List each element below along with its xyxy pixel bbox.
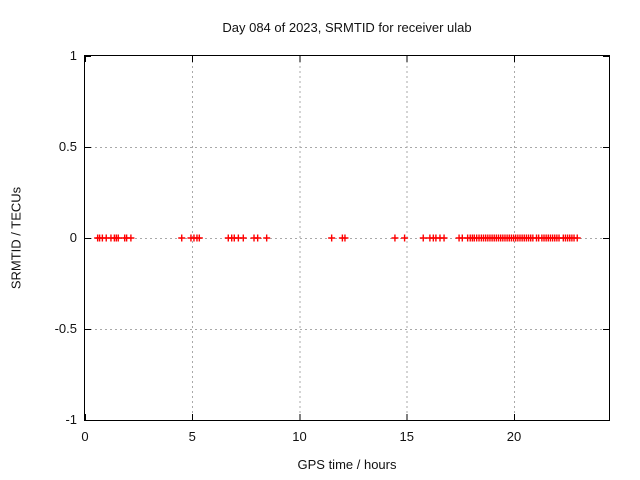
plot-area — [84, 55, 610, 421]
data-marker — [419, 234, 427, 242]
data-marker — [127, 234, 135, 242]
x-tick-label: 10 — [292, 429, 307, 444]
plot-canvas — [85, 56, 609, 420]
chart-title: Day 084 of 2023, SRMTID for receiver ula… — [222, 20, 472, 35]
y-axis-label: SRMTID / TECUs — [8, 186, 24, 290]
y-tick-label: 1 — [69, 48, 77, 63]
data-marker — [328, 234, 336, 242]
data-marker — [401, 234, 409, 242]
x-tick-label: 20 — [506, 429, 522, 444]
data-marker — [254, 234, 262, 242]
y-tick-label: 0 — [69, 230, 77, 245]
data-marker — [263, 234, 271, 242]
y-tick-label: -1 — [65, 412, 77, 427]
y-tick-label: -0.5 — [54, 321, 77, 336]
data-marker — [178, 234, 186, 242]
data-marker — [440, 234, 448, 242]
data-marker — [573, 234, 581, 242]
data-marker — [114, 234, 122, 242]
data-marker — [391, 234, 399, 242]
x-tick-label: 0 — [81, 429, 89, 444]
data-marker — [341, 234, 349, 242]
y-tick-label: 0.5 — [58, 139, 77, 154]
data-marker — [239, 234, 247, 242]
x-axis-label: GPS time / hours — [297, 457, 397, 472]
data-marker — [195, 234, 203, 242]
x-tick-label: 15 — [399, 429, 414, 444]
x-tick-label: 5 — [188, 429, 196, 444]
